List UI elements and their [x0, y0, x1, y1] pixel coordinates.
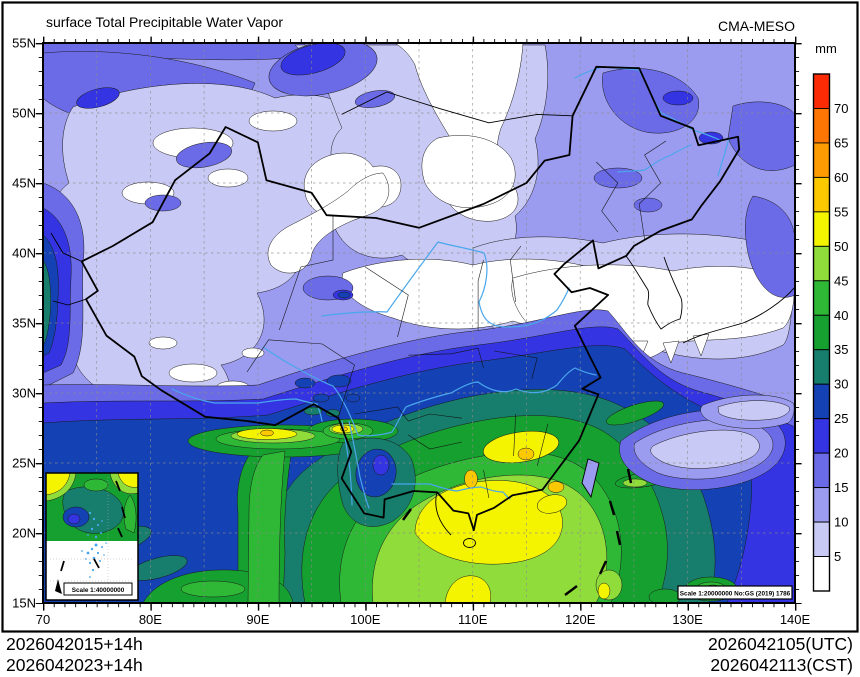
map-canvas: Scale 1:40000000 Scale 1:20000000 No:GS …	[43, 43, 795, 603]
lat-label: 20N	[12, 526, 36, 541]
inset-map-south-china-sea: Scale 1:40000000	[45, 472, 139, 601]
inset-scale-label: Scale 1:40000000	[72, 587, 125, 594]
lon-label: 110E	[458, 612, 488, 627]
lon-label: 70	[36, 612, 50, 627]
map-scale-label: Scale 1:20000000 No:GS (2019) 1786	[680, 591, 791, 598]
colorbar-tick-label: 20	[834, 446, 848, 461]
colorbar-tick-label: 10	[834, 515, 848, 530]
valid-time-cst: 2026042113(CST)	[710, 655, 853, 675]
province-borders	[246, 140, 667, 499]
colorbar-tick-label: 45	[834, 273, 848, 288]
lat-label: 50N	[12, 106, 36, 121]
lon-label: 130E	[672, 612, 703, 627]
lon-label: 80E	[139, 612, 162, 627]
lat-label: 55N	[12, 36, 36, 51]
china-border	[80, 65, 741, 532]
run-time-cst: 2026042023+14h	[6, 655, 143, 675]
colorbar-tick-label: 25	[834, 411, 848, 426]
colorbar-tick-label: 50	[834, 239, 848, 254]
run-time-utc: 2026042015+14h	[6, 634, 143, 654]
lat-label: 25N	[12, 456, 36, 471]
inset-scale-box	[63, 582, 133, 596]
colorbar-tick-label: 15	[834, 480, 848, 495]
inset-islands	[81, 511, 107, 578]
colorbar-tick-label: 70	[834, 101, 848, 116]
colorbar-unit-label: mm	[815, 41, 837, 56]
footer: 2026042015+14h 2026042023+14h 2026042105…	[6, 634, 853, 675]
country-borders	[50, 91, 795, 548]
colorbar-tick-label: 30	[834, 377, 848, 392]
map-scale-box: Scale 1:20000000 No:GS (2019) 1786	[677, 585, 793, 600]
valid-time-utc: 2026042105(UTC)	[708, 634, 853, 654]
lon-label: 120E	[565, 612, 596, 627]
lon-axis: 70 80E 90E 100E 110E 120E 130E 140E	[36, 612, 811, 627]
lat-label: 15N	[12, 596, 36, 611]
lon-label: 140E	[780, 612, 811, 627]
inset-graticule	[50, 477, 134, 583]
colorbar-tick-label: 65	[834, 135, 848, 150]
lon-label: 100E	[350, 612, 381, 627]
colorbar: mm 70 65 60 55 50 45 40 35	[812, 41, 848, 592]
colorbar-tick-label: 35	[834, 342, 848, 357]
axis-ticks	[35, 36, 802, 611]
model-name-label: CMA-MESO	[718, 18, 795, 34]
lat-label: 35N	[12, 316, 36, 331]
page-title: surface Total Precipitable Water Vapor	[46, 14, 283, 30]
lon-label: 90E	[246, 612, 269, 627]
lat-label: 30N	[12, 386, 36, 401]
nine-dash-line	[402, 468, 633, 596]
colorbar-tick-label: 5	[834, 549, 841, 564]
colorbar-tick-label: 60	[834, 170, 848, 185]
lat-axis: 55N 50N 45N 40N 35N 30N 25N 20N 15N	[12, 36, 36, 611]
lat-label: 45N	[12, 176, 36, 191]
colorbar-tick-label: 40	[834, 308, 848, 323]
colorbar-tick-label: 55	[834, 204, 848, 219]
colorbar-tick-labels: 70 65 60 55 50 45 40 35 30 25 20 15 10 5	[834, 101, 848, 564]
inset-dash-line	[60, 480, 126, 572]
lat-label: 40N	[12, 246, 36, 261]
